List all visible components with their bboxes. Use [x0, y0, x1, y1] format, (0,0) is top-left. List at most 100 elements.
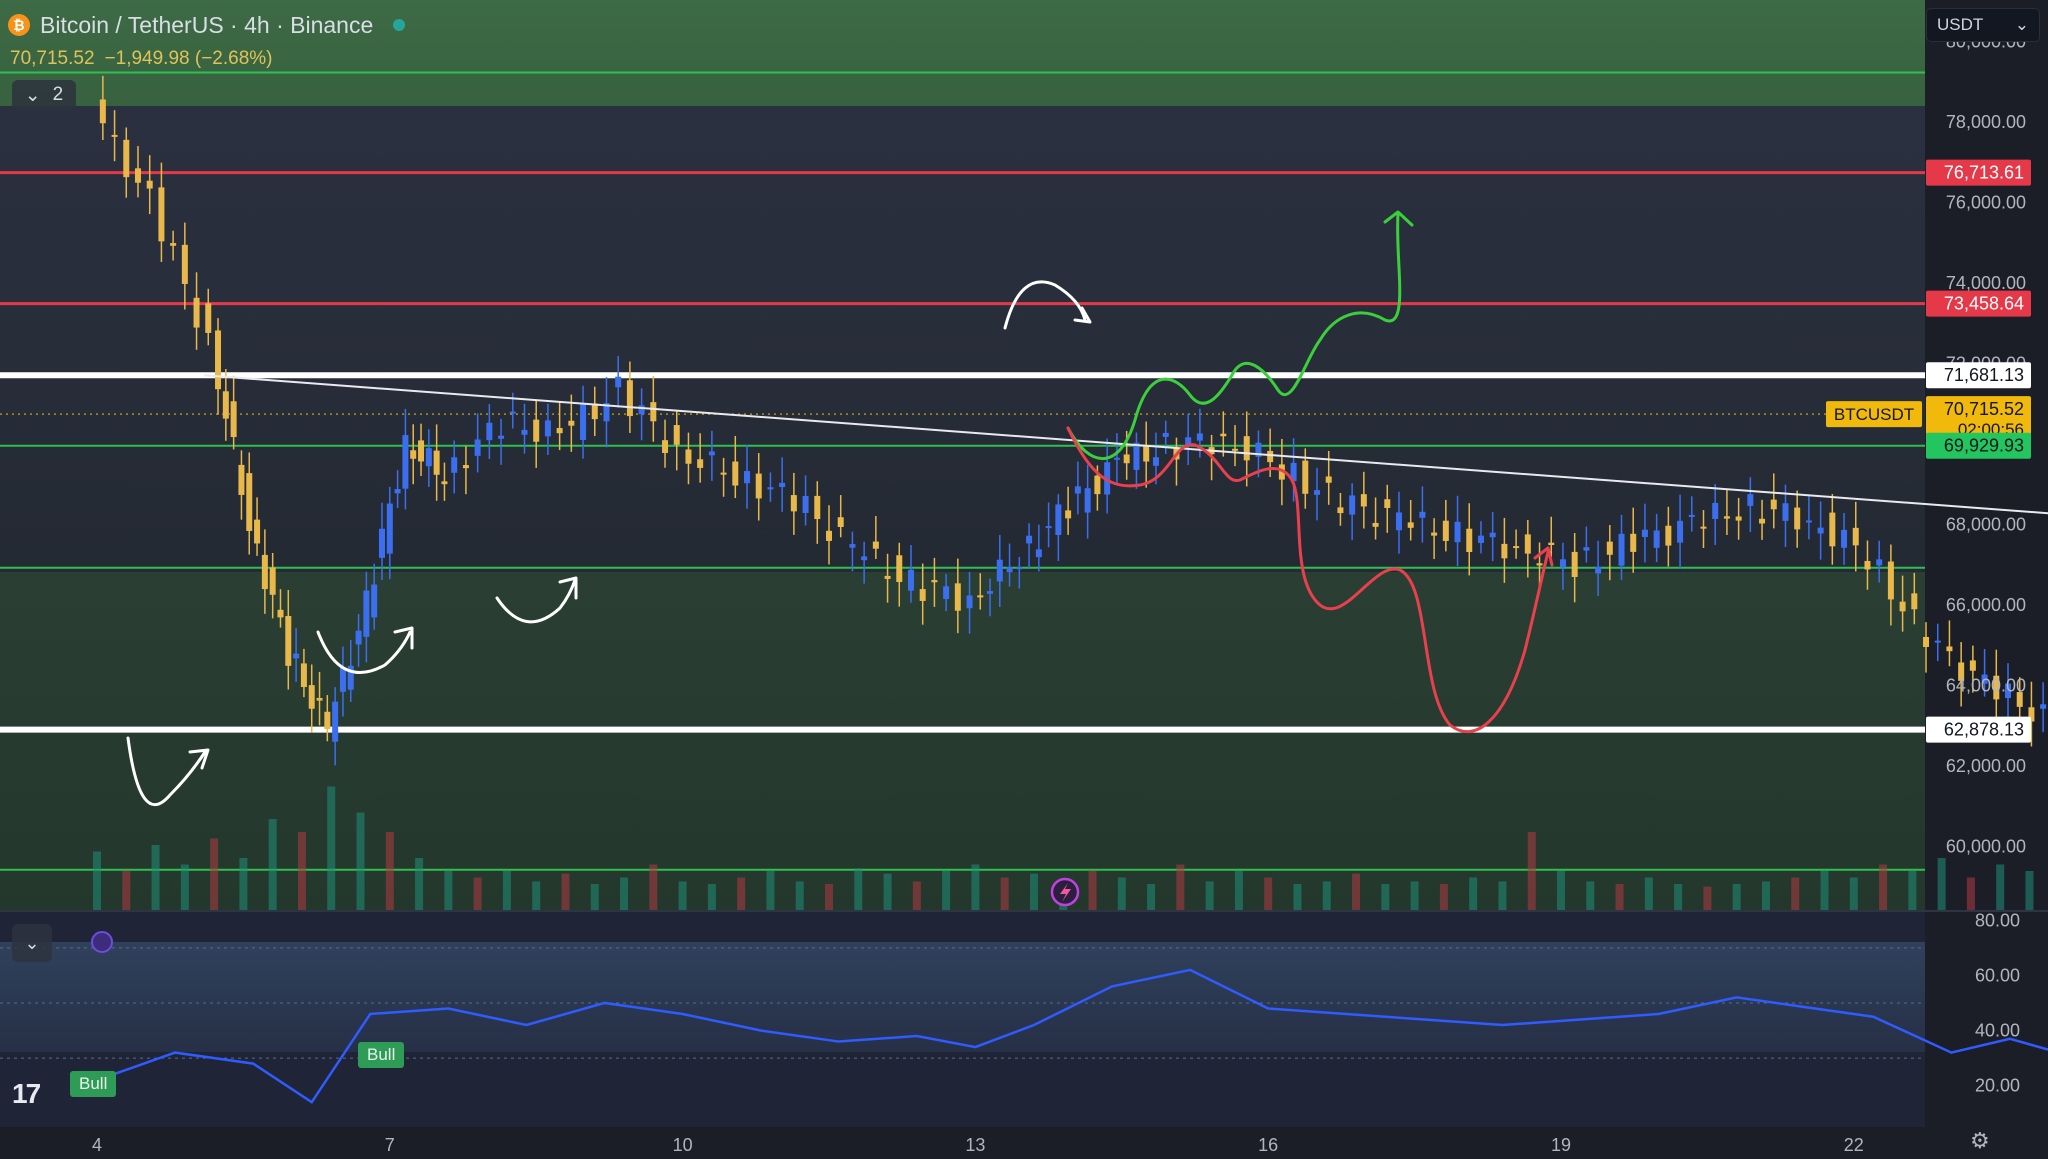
candle-body [324, 711, 331, 729]
candle-body [261, 554, 268, 590]
candle-body [1133, 442, 1140, 470]
candle-body [861, 556, 868, 561]
volume-bar [678, 881, 687, 910]
candle-body [1641, 529, 1648, 537]
candle-body [378, 528, 385, 558]
bounce-arrow-annotation[interactable] [495, 576, 578, 624]
candle-body [767, 487, 774, 490]
candle-body [1606, 541, 1613, 555]
candle-body [1887, 561, 1894, 600]
price-axis-tick: 64,000.00 [1946, 676, 2026, 696]
rsi-pane-toggle[interactable]: ⌄ [12, 924, 52, 962]
price-axis-tick: 60,000.00 [1946, 837, 2026, 857]
indicators-toggle[interactable]: ⌄ 2 [12, 80, 76, 110]
rejection-arrow-annotation[interactable] [1003, 280, 1092, 330]
volume-bar [180, 864, 189, 910]
price-axis-tick: 68,000.00 [1946, 514, 2026, 534]
price-axis-tick: 74,000.00 [1946, 273, 2026, 293]
symbol-header[interactable]: ₿ Bitcoin / TetherUS · 4h · Binance [8, 8, 406, 42]
volume-bar [1644, 877, 1653, 910]
price-badge[interactable] [1926, 159, 2031, 186]
volume-bar [883, 873, 892, 910]
candle-body [779, 482, 786, 488]
candle-body [1618, 533, 1625, 566]
candle-body [254, 519, 261, 544]
rsi-axis-tick: 20.00 [1975, 1076, 2020, 1096]
price-badge-label: 69,929.93 [1944, 436, 2024, 456]
currency-label: USDT [1937, 15, 1984, 34]
candle-body [943, 586, 950, 599]
candle-body [919, 589, 926, 601]
candle-body [230, 401, 237, 438]
price-badge[interactable] [1926, 716, 2031, 743]
chevron-down-icon: ⌄ [24, 932, 40, 953]
candle-body [603, 403, 610, 422]
candle-body [1923, 636, 1930, 647]
candle-body [1196, 433, 1203, 441]
currency-selector[interactable]: USDT ⌄ [1926, 8, 2040, 42]
volume-bar [210, 838, 219, 910]
price-badge-label: 71,681.13 [1944, 365, 2024, 385]
candle-body [1524, 534, 1531, 554]
volume-bar [268, 819, 277, 910]
candle-body [2005, 683, 2012, 699]
indicator-icon[interactable] [91, 931, 113, 953]
chevron-down-icon: ⌄ [2014, 15, 2029, 34]
candle-body [1104, 462, 1111, 495]
candle-body [708, 451, 715, 456]
candle-body [1395, 512, 1402, 531]
candle-body [1035, 549, 1042, 558]
volume-bar [1498, 881, 1507, 910]
price-badge-label: 62,878.13 [1944, 720, 2024, 740]
gear-icon[interactable]: ⚙ [1970, 1128, 1990, 1153]
price-badge[interactable] [1926, 432, 2031, 459]
rsi-line[interactable] [96, 926, 2048, 1104]
candle-body [316, 697, 323, 701]
candle-body [638, 405, 645, 415]
volume-bar [1996, 864, 2005, 910]
candle-body [814, 495, 821, 520]
volume-bar [737, 877, 746, 910]
price-badge-label: 73,458.64 [1944, 294, 2024, 314]
candle-body [790, 495, 797, 512]
candle-body [355, 630, 362, 645]
volume-bar [1469, 877, 1478, 910]
price-badge[interactable] [1926, 362, 2031, 389]
time-axis-tick: 13 [965, 1135, 985, 1155]
time-axis-tick: 4 [92, 1135, 102, 1155]
symbol-title[interactable]: Bitcoin / TetherUS · 4h · Binance [40, 11, 374, 38]
candle-body [615, 376, 622, 388]
candle-body [1841, 529, 1848, 548]
candle-body [1267, 450, 1274, 463]
candle-body [1700, 526, 1707, 529]
candle-body [238, 464, 245, 495]
price-badge[interactable] [1926, 396, 2031, 441]
candle-body [1006, 567, 1013, 573]
bounce-arrow-annotation[interactable] [316, 626, 414, 674]
bullish-projection[interactable] [1066, 210, 1414, 460]
candle-body [170, 243, 177, 246]
bounce-arrow-annotation[interactable] [126, 736, 210, 807]
candle-body [1794, 507, 1801, 530]
descending-trendline[interactable] [204, 374, 2048, 603]
tradingview-logo[interactable]: 17 [12, 1078, 41, 1109]
candle-body [402, 435, 409, 489]
price-badge[interactable] [1926, 290, 2031, 317]
candle-body [486, 422, 493, 441]
volume-bar [825, 884, 833, 910]
rsi-bull-signal: Bull [358, 1042, 405, 1068]
volume-bar [1381, 884, 1390, 910]
volume-bar [297, 832, 306, 910]
candle-body [896, 555, 903, 583]
volume-bar [561, 873, 570, 910]
volume-bar [1761, 881, 1770, 910]
volume-bar [1586, 881, 1595, 910]
symbol-tag[interactable] [1826, 401, 1922, 428]
rsi-axis-tick: 40.00 [1975, 1021, 2020, 1041]
bearish-projection[interactable] [1066, 426, 1554, 734]
price-badge-label: 70,715.52 [1944, 399, 2024, 419]
candle-body [1185, 437, 1192, 447]
price-axis-tick: 78,000.00 [1946, 112, 2026, 132]
candle-body [498, 435, 505, 439]
